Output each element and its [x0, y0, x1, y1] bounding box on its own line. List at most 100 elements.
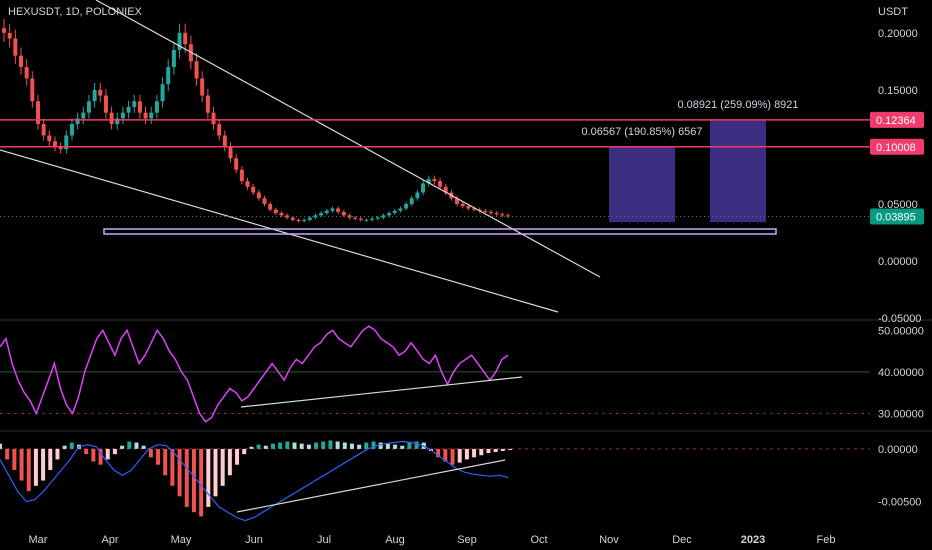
rsi-levels: [0, 371, 870, 414]
candle-body: [296, 219, 301, 222]
macd-bar: [26, 448, 31, 492]
macd-bar: [163, 448, 168, 476]
candle-body: [455, 198, 460, 204]
candle-body: [92, 89, 97, 102]
macd-bar: [249, 446, 254, 449]
macd-bar: [321, 441, 326, 449]
candle-body: [75, 118, 80, 125]
candle-body: [489, 211, 494, 214]
macd-tick: 0.00000: [878, 444, 918, 456]
candle-body: [364, 219, 369, 221]
candle-body: [245, 181, 250, 187]
macd-bar: [84, 448, 89, 455]
candle-body: [205, 95, 210, 113]
macd-bar: [342, 442, 347, 449]
candle-body: [30, 78, 35, 102]
candle-body: [18, 55, 23, 68]
candle-body: [81, 112, 86, 119]
time-tick: Nov: [599, 534, 619, 546]
candle-body: [137, 101, 142, 113]
macd-bar: [263, 445, 268, 449]
candle-body: [381, 215, 386, 218]
candle-body: [24, 67, 29, 79]
macd-divergence-line[interactable]: [236, 459, 506, 513]
current-price-bg: [870, 208, 924, 225]
candle-body: [52, 141, 57, 147]
level-tag-label: 0.12364: [876, 115, 916, 127]
candle-body: [13, 38, 18, 56]
macd-bar: [127, 441, 132, 449]
candle-body: [466, 206, 471, 209]
macd-bar: [12, 448, 17, 470]
candle-body: [194, 61, 199, 79]
macd-bar: [464, 448, 469, 460]
time-tick: Sep: [457, 534, 477, 546]
macd-bar: [414, 441, 419, 449]
macd-bar: [335, 441, 340, 449]
macd-bar: [55, 448, 60, 460]
candle-body: [443, 186, 448, 193]
macd-tick: -0.00500: [878, 497, 921, 509]
support-zone[interactable]: [103, 228, 777, 235]
level-tag-bg: [870, 138, 924, 155]
candle-body: [387, 213, 392, 216]
price-pane[interactable]: 0.06567 (190.85%) 6567 0.08921 (259.09%) …: [0, 0, 870, 313]
macd-bar: [299, 443, 304, 449]
measure-box: [609, 146, 675, 223]
macd-bar: [292, 442, 297, 449]
rsi-pane[interactable]: [0, 325, 870, 423]
macd-bar: [436, 448, 441, 458]
time-tick: Aug: [385, 534, 405, 546]
measurement-boxes: 0.06567 (190.85%) 6567 0.08921 (259.09%) …: [581, 99, 799, 223]
macd-bar: [479, 448, 484, 456]
currency-label: USDT: [878, 6, 908, 18]
candle-body: [341, 211, 346, 216]
price-tick: 0.20000: [878, 28, 918, 40]
macd-bar: [357, 444, 362, 449]
macd-bar: [270, 443, 275, 449]
macd-bar: [508, 448, 512, 450]
macd-bar: [5, 448, 10, 460]
measure-box: [710, 119, 766, 223]
candle-body: [166, 67, 171, 85]
macd-bar: [378, 442, 383, 449]
candle-body: [472, 208, 477, 210]
rsi-tick: 30.00000: [878, 408, 924, 420]
candle-body: [41, 124, 46, 136]
candle-body: [494, 213, 499, 215]
macd-bar: [112, 448, 117, 455]
macd-bar: [0, 443, 2, 449]
macd-bar: [199, 448, 204, 517]
candle-body: [239, 169, 244, 182]
candle-body: [115, 118, 120, 125]
macd-bar: [443, 448, 448, 462]
macd-pane[interactable]: [0, 440, 870, 522]
candle-body: [336, 208, 341, 212]
candle-body: [353, 217, 358, 219]
macd-bar: [156, 448, 161, 465]
upper-trendline[interactable]: [95, 0, 601, 278]
candle-body: [86, 101, 91, 113]
lower-trendline[interactable]: [0, 149, 559, 313]
macd-bar: [227, 448, 232, 476]
time-tick: Mar: [29, 534, 48, 546]
candle-body: [2, 28, 6, 33]
rsi-tick: 40.00000: [878, 367, 924, 379]
candle-body: [506, 215, 510, 217]
macd-bar: [91, 448, 96, 462]
candle-body: [154, 101, 159, 113]
macd-bar: [500, 448, 505, 451]
candle-body: [426, 178, 431, 184]
price-tick: 0.00000: [878, 256, 918, 268]
rsi-divergence-line[interactable]: [240, 376, 523, 408]
macd-bar: [41, 448, 46, 481]
candle-body: [409, 198, 414, 204]
macd-bar: [48, 448, 53, 470]
macd-bar: [328, 440, 333, 449]
candle-body: [421, 183, 426, 193]
symbol-title: HEXUSDT, 1D, POLONIEX: [8, 6, 143, 18]
candle-body: [7, 32, 12, 39]
candle-body: [290, 217, 295, 220]
macd-bar: [120, 445, 125, 449]
